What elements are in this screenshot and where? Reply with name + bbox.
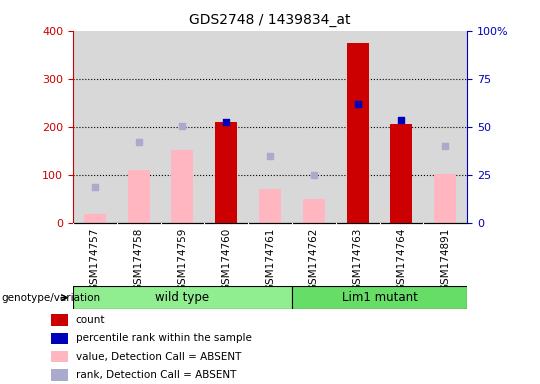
Point: [441, 143, 449, 149]
Text: GSM174763: GSM174763: [353, 228, 362, 291]
Point: [266, 152, 274, 159]
Point: [91, 184, 99, 190]
Title: GDS2748 / 1439834_at: GDS2748 / 1439834_at: [189, 13, 351, 27]
Point: [397, 116, 406, 122]
Bar: [84, 214, 106, 223]
Text: rank, Detection Call = ABSENT: rank, Detection Call = ABSENT: [76, 370, 236, 380]
Point: [353, 101, 362, 107]
Bar: [215, 122, 237, 223]
Bar: [127, 170, 150, 223]
Text: GSM174762: GSM174762: [309, 228, 319, 291]
Text: GSM174759: GSM174759: [178, 228, 187, 291]
Text: GSM174757: GSM174757: [90, 228, 100, 291]
Text: count: count: [76, 315, 105, 325]
Bar: [292, 286, 467, 309]
Bar: [51, 314, 68, 326]
Text: wild type: wild type: [156, 291, 210, 304]
Bar: [51, 351, 68, 362]
Bar: [172, 150, 193, 223]
Bar: [51, 369, 68, 381]
Text: value, Detection Call = ABSENT: value, Detection Call = ABSENT: [76, 352, 241, 362]
Point: [134, 139, 143, 145]
Text: GSM174760: GSM174760: [221, 228, 231, 291]
Text: percentile rank within the sample: percentile rank within the sample: [76, 333, 252, 343]
Point: [178, 123, 187, 129]
Bar: [73, 286, 292, 309]
Bar: [51, 333, 68, 344]
Text: GSM174764: GSM174764: [396, 228, 407, 291]
Point: [222, 119, 231, 125]
Bar: [303, 199, 325, 223]
Text: GSM174758: GSM174758: [133, 228, 144, 291]
Bar: [390, 124, 413, 223]
Text: genotype/variation: genotype/variation: [2, 293, 100, 303]
Text: GSM174761: GSM174761: [265, 228, 275, 291]
Text: Lim1 mutant: Lim1 mutant: [342, 291, 417, 304]
Bar: [434, 174, 456, 223]
Bar: [347, 43, 368, 223]
Bar: [259, 189, 281, 223]
Point: [309, 172, 318, 178]
Text: GSM174891: GSM174891: [440, 228, 450, 291]
